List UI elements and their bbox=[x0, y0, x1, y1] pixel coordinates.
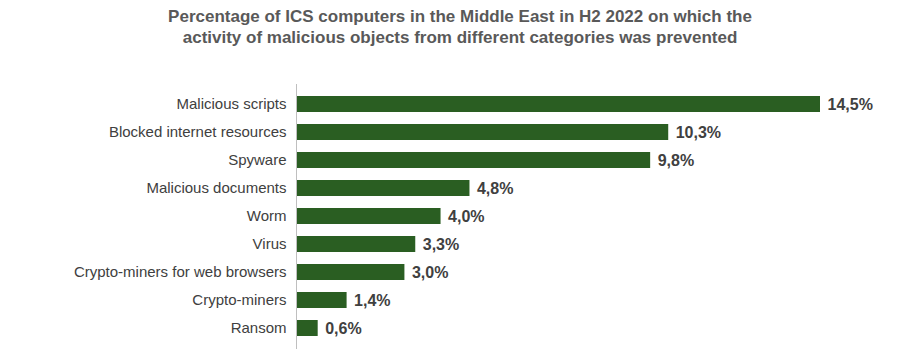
svg-text:1,4%: 1,4% bbox=[354, 292, 390, 309]
svg-text:0,6%: 0,6% bbox=[325, 320, 361, 337]
svg-text:4,0%: 4,0% bbox=[448, 208, 484, 225]
svg-text:Malicious documents: Malicious documents bbox=[146, 179, 286, 196]
svg-text:Crypto-miners for web browsers: Crypto-miners for web browsers bbox=[74, 263, 287, 280]
svg-text:Virus: Virus bbox=[253, 235, 287, 252]
svg-text:Ransom: Ransom bbox=[231, 319, 287, 336]
svg-text:Spyware: Spyware bbox=[228, 151, 286, 168]
svg-text:Crypto-miners: Crypto-miners bbox=[192, 291, 286, 308]
html-text:Percentage of ICS computers in: Percentage of ICS computers in the Middl… bbox=[168, 7, 752, 47]
svg-text:3,0%: 3,0% bbox=[412, 264, 448, 281]
svg-text:3,3%: 3,3% bbox=[423, 236, 459, 253]
svg-text:Malicious scripts: Malicious scripts bbox=[176, 95, 286, 112]
svg-text:10,3%: 10,3% bbox=[676, 124, 721, 141]
svg-text:14,5%: 14,5% bbox=[828, 96, 873, 113]
svg-text:9,8%: 9,8% bbox=[658, 152, 694, 169]
svg-text:Worm: Worm bbox=[247, 207, 287, 224]
svg-text:Blocked internet resources: Blocked internet resources bbox=[109, 123, 287, 140]
svg-text:4,8%: 4,8% bbox=[477, 180, 513, 197]
